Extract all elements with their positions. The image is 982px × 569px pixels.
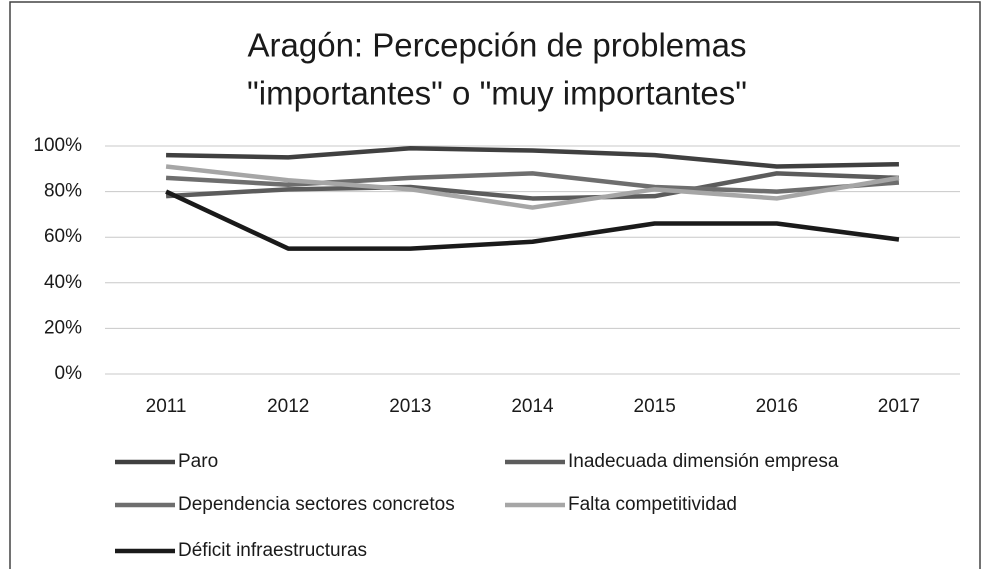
- y-tick-label: 0%: [55, 363, 83, 384]
- legend-label: Paro: [178, 451, 218, 472]
- x-tick-label: 2011: [146, 396, 187, 417]
- x-tick-label: 2016: [756, 396, 798, 417]
- y-tick-label: 20%: [44, 317, 82, 338]
- series-line: [166, 146, 899, 169]
- legend-label: Dependencia sectores concretos: [178, 494, 455, 515]
- series-line: [165, 171, 900, 194]
- x-tick-label: 2014: [511, 396, 554, 417]
- chart-border: [9, 1, 981, 569]
- series-line: [165, 171, 900, 201]
- x-tick-label: 2012: [267, 396, 309, 417]
- legend-label: Falta competitividad: [568, 494, 737, 515]
- series-line: [165, 189, 900, 251]
- y-tick-label: 80%: [44, 181, 82, 202]
- chart-title: Aragón: Percepción de problemas: [248, 27, 747, 64]
- chart-title: "importantes" o "muy importantes": [247, 75, 747, 112]
- series-line: [165, 164, 900, 210]
- legend-label: Inadecuada dimensión empresa: [568, 451, 839, 472]
- y-tick-label: 60%: [44, 226, 82, 247]
- x-tick-label: 2017: [878, 396, 920, 417]
- y-tick-label: 40%: [44, 272, 82, 293]
- legend-label: Déficit infraestructuras: [178, 540, 367, 561]
- y-tick-label: 100%: [33, 135, 82, 156]
- x-tick-label: 2015: [634, 396, 676, 417]
- x-tick-label: 2013: [389, 396, 431, 417]
